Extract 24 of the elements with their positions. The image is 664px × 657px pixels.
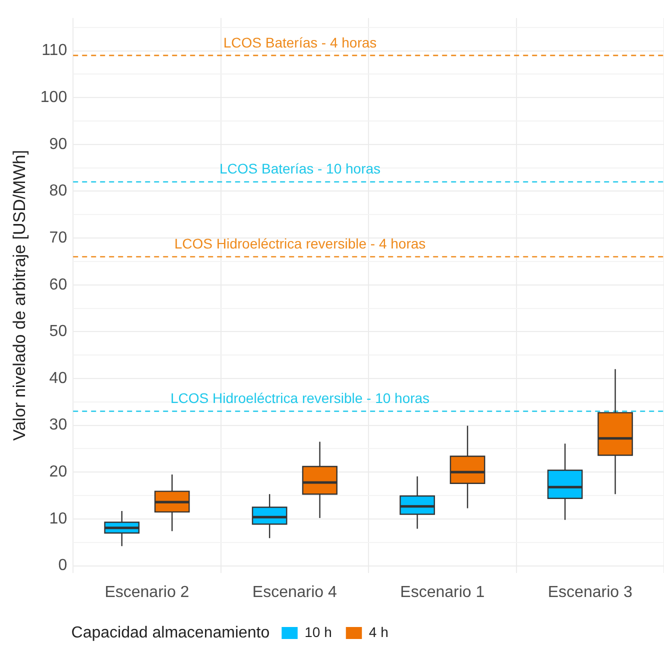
x-tick-label: Escenario 4 (252, 584, 338, 601)
legend-title: Capacidad almacenamiento (71, 624, 270, 642)
ref-line-label: LCOS Hidroeléctrica reversible - 4 horas (174, 236, 426, 252)
legend-label: 4 h (368, 624, 388, 640)
x-tick-label: Escenario 1 (400, 584, 485, 601)
y-tick-label: 70 (49, 229, 68, 246)
y-tick-label: 90 (49, 136, 68, 153)
y-tick-label: 80 (49, 182, 68, 200)
legend-label: 10 h (304, 624, 332, 640)
ref-line-label: LCOS Baterías - 4 horas (223, 34, 377, 50)
y-tick-label: 10 (49, 510, 68, 528)
y-tick-label: 60 (49, 276, 68, 294)
y-tick-label: 20 (49, 464, 68, 481)
x-tick-label: Escenario 2 (104, 584, 190, 601)
y-tick-label: 30 (49, 416, 68, 434)
y-tick-label: 0 (58, 557, 68, 574)
y-tick-label: 110 (42, 42, 68, 60)
y-tick-label: 100 (40, 89, 68, 106)
x-tick-label: Escenario 3 (548, 584, 632, 601)
y-tick-label: 50 (49, 323, 68, 340)
ref-line-label: LCOS Hidroeléctrica reversible - 10 horas (170, 390, 430, 406)
y-tick-label: 40 (49, 370, 68, 387)
ref-line-label: LCOS Baterías - 10 horas (219, 160, 381, 177)
y-axis-title: Valor nivelado de arbitraje [USD/MWh] (10, 150, 29, 441)
